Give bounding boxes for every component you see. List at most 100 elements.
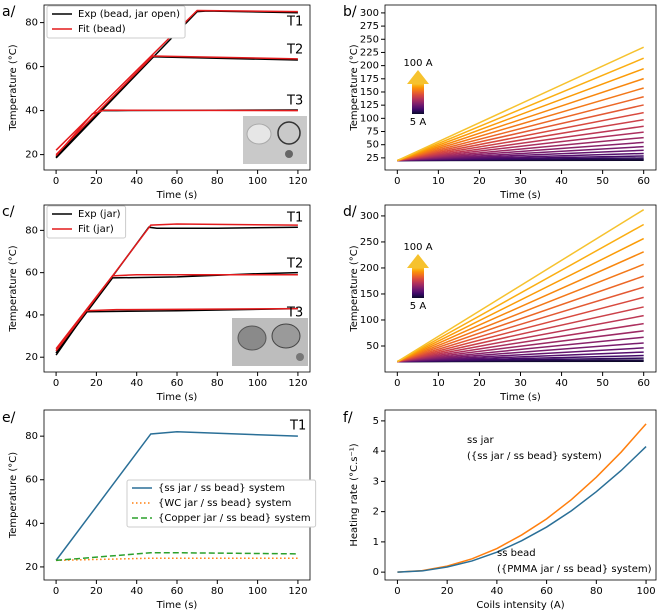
data-line bbox=[397, 104, 644, 162]
y-tick-label: 50 bbox=[366, 140, 379, 151]
y-tick-label: 3 bbox=[373, 476, 379, 487]
y-tick-label: 50 bbox=[366, 341, 379, 352]
data-line bbox=[397, 87, 644, 162]
y-axis-label: Temperature (°C) bbox=[349, 44, 360, 131]
x-tick-label: 40 bbox=[555, 378, 568, 389]
x-tick-label: 120 bbox=[288, 378, 307, 389]
data-line bbox=[397, 111, 644, 162]
y-tick-label: 300 bbox=[360, 8, 379, 19]
y-tick-label: 300 bbox=[360, 211, 379, 222]
panel-label: a/ bbox=[2, 4, 16, 20]
x-tick-label: 60 bbox=[637, 176, 650, 187]
data-line bbox=[397, 263, 644, 363]
y-tick-label: 75 bbox=[366, 127, 379, 138]
data-line bbox=[397, 336, 644, 363]
x-tick-label: 20 bbox=[90, 176, 103, 187]
panel-label: e/ bbox=[2, 410, 16, 426]
data-line bbox=[397, 118, 644, 162]
x-tick-label: 80 bbox=[211, 586, 224, 597]
x-tick-label: 20 bbox=[473, 378, 486, 389]
photo-jar bbox=[246, 123, 272, 145]
colorbar-top-label: 100 A bbox=[403, 58, 432, 69]
x-tick-label: 100 bbox=[248, 378, 267, 389]
data-line bbox=[396, 223, 645, 363]
x-tick-label: 0 bbox=[53, 176, 59, 187]
y-tick-label: 20 bbox=[25, 562, 38, 573]
data-line bbox=[397, 57, 644, 162]
photo-jar bbox=[237, 325, 267, 351]
y-tick-label: 1 bbox=[373, 537, 379, 548]
data-line bbox=[55, 109, 298, 157]
y-axis-label: Heating rate (°C.s⁻¹) bbox=[349, 443, 360, 546]
x-axis-label: Time (s) bbox=[156, 600, 198, 611]
plot-frame bbox=[384, 409, 657, 581]
legend: {ss jar / ss bead} system {WC jar / ss be… bbox=[126, 479, 317, 528]
data-line bbox=[55, 55, 298, 156]
legend-frame bbox=[126, 479, 317, 528]
panel-label: d/ bbox=[343, 204, 357, 220]
legend-label: Fit (jar) bbox=[78, 224, 114, 235]
y-tick-label: 125 bbox=[360, 100, 379, 111]
x-axis-label: Time (s) bbox=[156, 190, 198, 201]
annotation: T1 bbox=[289, 419, 306, 434]
y-tick-label: 275 bbox=[360, 21, 379, 32]
data-line bbox=[56, 557, 298, 562]
x-tick-label: 60 bbox=[171, 378, 184, 389]
y-tick-label: 20 bbox=[25, 150, 38, 161]
legend: Exp (jar) Fit (jar) bbox=[46, 205, 127, 239]
x-axis-label: Time (s) bbox=[499, 190, 541, 201]
y-tick-label: 150 bbox=[360, 87, 379, 98]
panel: d/0 10 20 30 40 50 60 50 100 150 200 250 300 Time (s)… bbox=[343, 204, 657, 403]
x-tick-label: 0 bbox=[394, 586, 400, 597]
legend-label: {ss jar / ss bead} system bbox=[158, 483, 285, 494]
data-line bbox=[55, 431, 298, 561]
colorbar-bottom-label: 5 A bbox=[410, 301, 427, 312]
annotation: T2 bbox=[286, 43, 303, 58]
data-line bbox=[396, 237, 645, 363]
y-axis-label: Temperature (°C) bbox=[8, 452, 19, 539]
y-tick-label: 40 bbox=[25, 518, 38, 529]
x-tick-label: 100 bbox=[637, 586, 656, 597]
x-tick-label: 0 bbox=[53, 378, 59, 389]
data-line bbox=[397, 296, 644, 363]
y-tick-label: 200 bbox=[360, 61, 379, 72]
panel: c/0 20 40 60 80 100 120 20 40 60 80 Time (s) Tempera… bbox=[2, 204, 311, 403]
photo-jar bbox=[271, 323, 301, 349]
x-tick-label: 80 bbox=[590, 586, 603, 597]
y-tick-label: 80 bbox=[25, 431, 38, 442]
x-tick-label: 40 bbox=[555, 176, 568, 187]
x-tick-label: 80 bbox=[211, 378, 224, 389]
annotation: T3 bbox=[286, 306, 303, 321]
legend-label: Exp (jar) bbox=[78, 209, 121, 220]
x-tick-label: 20 bbox=[473, 176, 486, 187]
y-tick-label: 4 bbox=[373, 446, 379, 457]
x-axis-label: Coils intensity (A) bbox=[476, 600, 564, 611]
colorbar-arrowhead bbox=[407, 70, 429, 84]
y-tick-label: 250 bbox=[360, 237, 379, 248]
legend-label: {Copper jar / ss bead} system bbox=[158, 513, 311, 524]
x-tick-label: 10 bbox=[432, 176, 445, 187]
y-tick-label: 0 bbox=[373, 567, 379, 578]
x-tick-label: 60 bbox=[171, 176, 184, 187]
x-tick-label: 0 bbox=[394, 176, 400, 187]
data-line bbox=[397, 347, 644, 363]
x-tick-label: 40 bbox=[130, 586, 143, 597]
y-tick-label: 200 bbox=[360, 263, 379, 274]
legend: Exp (bead, jar open) Fit (bead) bbox=[46, 5, 186, 39]
photo-inset bbox=[243, 116, 307, 164]
data-line bbox=[397, 141, 644, 162]
data-line bbox=[397, 322, 644, 363]
x-tick-label: 20 bbox=[90, 378, 103, 389]
data-line bbox=[397, 46, 644, 162]
data-line bbox=[397, 131, 644, 162]
y-axis-label: Temperature (°C) bbox=[349, 245, 360, 332]
x-tick-label: 60 bbox=[171, 586, 184, 597]
y-tick-label: 40 bbox=[25, 106, 38, 117]
data-line bbox=[397, 342, 644, 363]
annotation: ({ss jar / ss bead} system) bbox=[467, 451, 602, 462]
photo-bead bbox=[296, 353, 304, 361]
x-tick-label: 0 bbox=[53, 586, 59, 597]
panel: b/0 10 20 30 40 50 60 25 50 75 100 125 150 175 200 225 2… bbox=[343, 4, 657, 201]
y-tick-label: 60 bbox=[25, 475, 38, 486]
